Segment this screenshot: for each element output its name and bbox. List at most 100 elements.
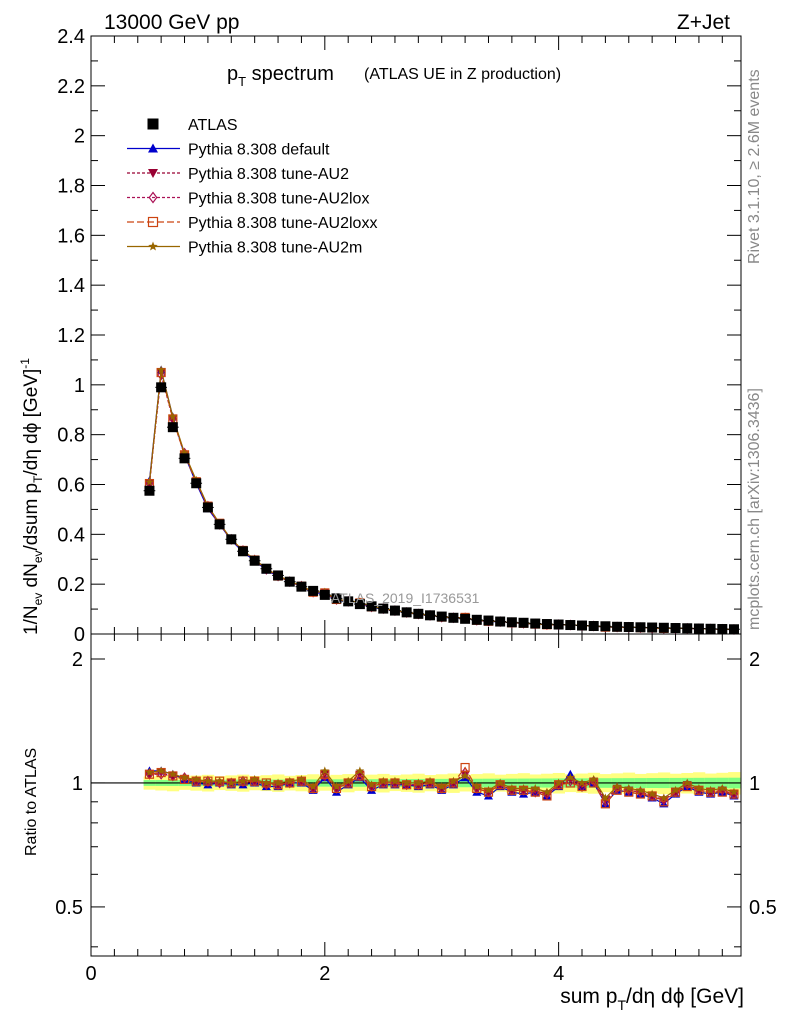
ratio-point-au2m [612,782,622,791]
ratio-point-au2lox [566,775,575,787]
ratio-point-au2m [355,766,365,775]
ratio-point-au2m [718,783,727,793]
atlas-data-point [156,382,167,393]
analysis-watermark: ATLAS_2019_I1736531 [331,590,480,606]
atlas-data-point [460,613,471,624]
atlas-data-point [553,619,564,630]
ratio-point-au2m [601,793,610,802]
ratio-point-au2m [694,783,704,793]
atlas-data-point [565,620,576,631]
series-point-au2m [145,477,154,486]
ratio-point-au2m [495,778,505,787]
ratio-point-au2m [729,787,739,796]
ratio-point-au2m [449,776,458,785]
ratio-point-au2m [577,778,587,787]
atlas-data-point [506,617,517,628]
atlas-data-point [600,621,611,632]
ratio-point-au2m [378,776,388,785]
atlas-data-point [495,616,506,627]
title-sub: T [238,74,246,89]
ratio-point-au2m [367,780,376,789]
mcplots-label: mcplots.cern.ch [arXiv:1306.3436] [746,388,763,630]
ratio-tick-label: 0.5 [55,897,83,919]
y-tick-label: 0.4 [57,524,85,546]
ratio-point-au2m [472,782,482,791]
atlas-data-point [319,589,330,600]
legend-label-au2: Pythia 8.308 tune-AU2 [188,166,349,183]
atlas-data-point [483,615,494,626]
x-tick-label: 2 [319,963,330,985]
ratio-point-au2m [285,776,295,785]
atlas-data-point [226,534,237,545]
legend-marker-au2loxx [147,216,159,228]
series-point-au2m [168,412,178,421]
legend-label-default: Pythia 8.308 default [188,142,330,159]
atlas-data-point [518,617,529,628]
ratio-point-au2m [659,793,669,802]
atlas-data-point [425,610,436,621]
ratio-point-au2m [191,774,201,784]
atlas-data-point [191,478,202,489]
y-tick-label: 1.4 [57,275,85,297]
ratio-point-au2loxx [600,799,610,809]
atlas-data-point [214,519,225,530]
y-axis-label: 1/Nev dNev/dsum pT/dη dϕ [GeV]-1 [18,358,45,635]
ratio-point-au2m [460,771,470,780]
y-tick-label: 0.2 [57,574,85,596]
ratio-point-au2m [566,773,575,782]
ratio-point-au2lox [180,772,189,784]
atlas-data-point [436,611,447,622]
atlas-data-point [670,623,681,634]
ratio-point-au2m [273,778,283,787]
series-point-au2m [180,448,189,457]
atlas-data-point [179,453,190,464]
atlas-data-point [366,601,377,612]
x-axis-label: sum pT/dη dϕ [GeV] [560,985,744,1013]
ratio-point-au2m [168,769,178,778]
series-point-au2m [156,365,166,374]
y-tick-label: 0.6 [57,475,85,497]
legend-label-au2loxx: Pythia 8.308 tune-AU2loxx [188,215,377,232]
legend-marker-default [148,143,158,153]
legend: ATLAS Pythia 8.308 default Pythia 8.308 tu… [127,117,377,257]
legend-label-au2lox: Pythia 8.308 tune-AU2lox [188,191,369,208]
ratio-point-au2m [530,783,540,793]
ratio-point-au2m [262,778,271,787]
y-tick-label: 2 [74,126,85,148]
ratio-point-au2m [624,783,634,793]
ratio-point-au2m [507,783,517,793]
energy-label: 13000 GeV pp [104,11,239,34]
atlas-data-point [249,555,260,566]
ratio-point-au2m [589,774,598,784]
ratio-point-au2m [519,783,528,793]
atlas-data-point [273,570,284,581]
atlas-data-point [296,581,307,592]
atlas-data-point [202,502,213,513]
ratio-point-au2m [437,782,446,791]
ratio-tick-label-right: 1 [749,773,760,795]
ratio-point-au2m [320,766,330,775]
ratio-point-au2m [636,785,645,794]
ratio-frame [90,633,742,957]
ratio-axis-label: Ratio to ATLAS [23,748,40,856]
ratio-point-au2m [425,776,435,785]
atlas-data-point [448,612,459,623]
atlas-data-point [635,622,646,633]
ratio-point-au2m [414,778,423,787]
ratio-point-au2m [203,776,213,785]
atlas-data-point [261,563,272,574]
ratio-point-au2m [308,782,318,791]
ratio-point-au2m [332,782,341,791]
atlas-data-point [378,603,389,614]
legend-marker-atlas [147,118,159,130]
plot-title: pT spectrum (ATLAS UE in Z production) [227,63,561,89]
ratio-panel: 0 2 4 0.5 0.5 1 1 2 2 [55,634,777,985]
atlas-data-point [530,618,541,629]
ratio-tick-label-right: 0.5 [749,897,777,919]
main-panel: 0 0.2 0.4 0.6 0.8 1 1.2 1.4 1.6 1.8 2 2.2 2.4 [57,26,741,646]
atlas-data-point [144,485,155,496]
title-rest: spectrum [246,63,334,85]
x-tick-label: 4 [553,963,564,985]
ratio-point-au2m [390,776,400,785]
